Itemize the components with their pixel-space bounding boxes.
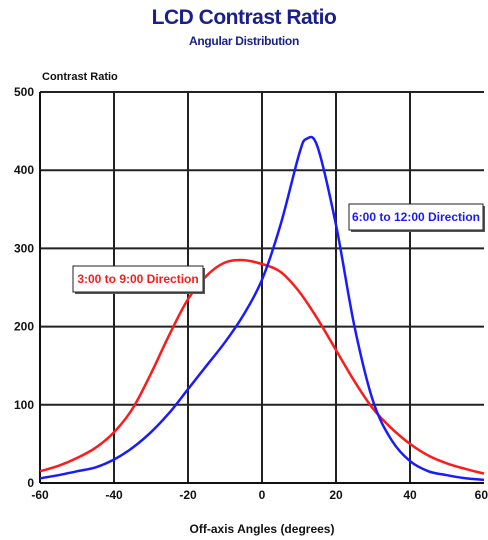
y-tick-label: 400 xyxy=(14,163,34,177)
x-tick-label: -60 xyxy=(31,488,49,502)
series-lines xyxy=(39,135,485,482)
x-tick-label: -40 xyxy=(105,488,123,502)
label-text: 6:00 to 12:00 Direction xyxy=(352,210,480,224)
x-tick-label: 0 xyxy=(259,488,266,502)
y-tick-label: 200 xyxy=(14,320,34,334)
x-tick-label: 60 xyxy=(475,488,488,502)
series-label-6-12: 6:00 to 12:00 Direction xyxy=(348,203,485,232)
series-line-3-9 xyxy=(39,258,485,475)
x-tick-label: -20 xyxy=(179,488,197,502)
y-tick-label: 100 xyxy=(14,398,34,412)
x-tick-label: 20 xyxy=(329,488,343,502)
chart-title: LCD Contrast Ratio xyxy=(151,6,337,29)
x-tick-label: 40 xyxy=(403,488,417,502)
label-box xyxy=(72,265,204,293)
axes: 0 100 200 300 400 500 -60 -40 -20 0 20 40 60 xyxy=(14,85,488,502)
y-tick-label: 500 xyxy=(14,85,34,99)
series-line-6-12 xyxy=(39,135,485,482)
series-label-3-9: 3:00 to 9:00 Direction xyxy=(72,265,205,294)
grid xyxy=(40,91,484,483)
y-axis-label: Contrast Ratio xyxy=(42,71,118,83)
label-box xyxy=(348,203,484,231)
x-axis-label: Off-axis Angles (degrees) xyxy=(190,522,335,536)
chart-subtitle: Angular Distribution xyxy=(189,34,299,48)
y-tick-label: 0 xyxy=(27,476,34,490)
y-tick-label: 300 xyxy=(14,241,34,255)
series-labels: 3:00 to 9:00 Direction 6:00 to 12:00 Dire… xyxy=(72,203,485,294)
label-text: 3:00 to 9:00 Direction xyxy=(77,272,198,286)
